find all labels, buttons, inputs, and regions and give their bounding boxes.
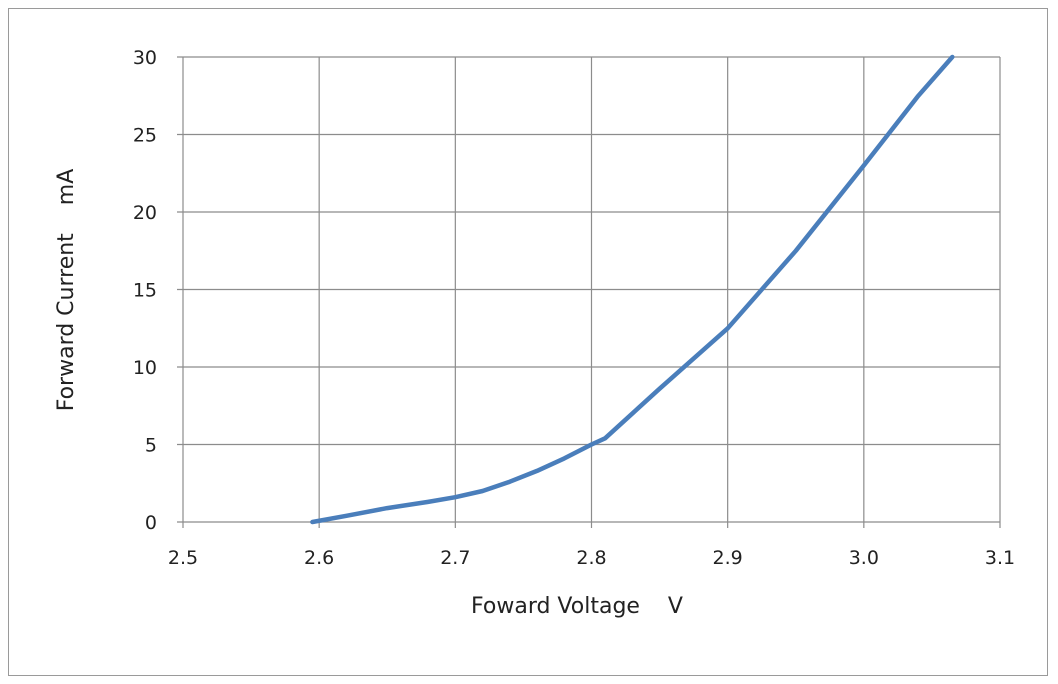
y-tick-label: 25 (133, 125, 157, 147)
y-tick-label: 15 (133, 280, 157, 302)
x-tick-labels: 2.5 2.6 2.7 2.8 2.9 3.0 3.1 (168, 547, 1015, 569)
y-tick-label: 0 (145, 512, 157, 534)
x-tick-label: 2.8 (576, 547, 606, 569)
grid (177, 56, 1001, 528)
y-axis-title: Forward Current mA (54, 169, 79, 412)
y-tick-label: 10 (133, 357, 157, 379)
y-tick-label: 20 (133, 202, 157, 224)
x-tick-label: 2.7 (440, 547, 470, 569)
series-group (310, 54, 955, 525)
x-tick-label: 3.0 (849, 547, 879, 569)
x-tick-label: 2.9 (713, 547, 743, 569)
x-axis-title: Foward Voltage V (471, 594, 683, 619)
x-tick-label: 3.1 (985, 547, 1015, 569)
y-tick-label: 30 (133, 47, 157, 69)
x-tick-label: 2.5 (168, 547, 198, 569)
chart-frame (8, 8, 1048, 676)
y-tick-labels: 0 5 10 15 20 25 30 (133, 47, 157, 534)
x-tick-label: 2.6 (304, 547, 334, 569)
series-line (310, 54, 955, 525)
y-tick-label: 5 (145, 435, 157, 457)
